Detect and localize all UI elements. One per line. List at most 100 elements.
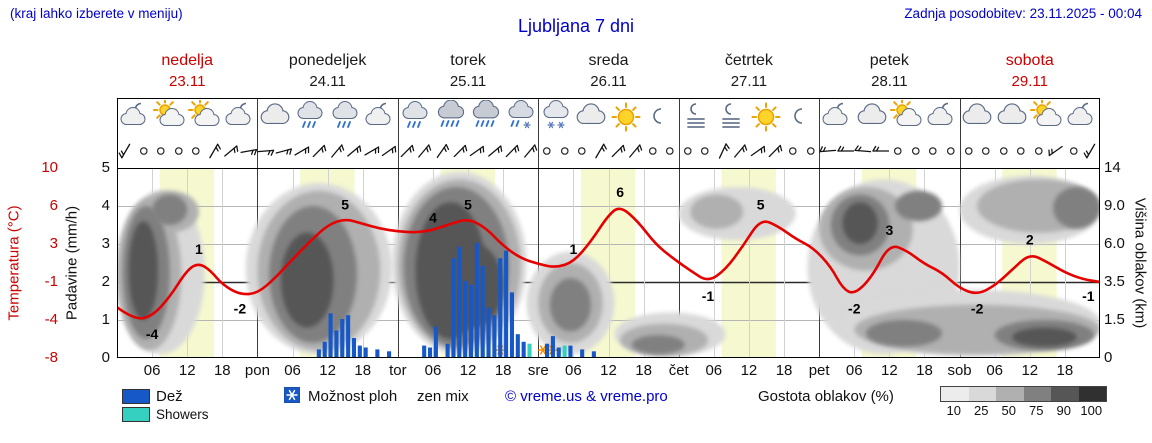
weather-icon-partly-sunny <box>152 100 187 136</box>
cloud-height-tick: 1.5 <box>1104 311 1125 328</box>
density-tick: 25 <box>974 403 989 418</box>
density-cell-10 <box>941 387 969 401</box>
wind-calm-symbol <box>170 138 188 164</box>
cloud-height-tick: 6.0 <box>1104 235 1125 252</box>
wind-calm-symbol <box>1065 138 1083 164</box>
weather-icon-fog-moon <box>714 100 749 136</box>
wind-barb-symbol <box>714 138 732 164</box>
weather-icon-cloud-moon <box>1065 100 1100 136</box>
wind-barb-symbol <box>451 138 469 164</box>
wind-barb-symbol <box>1047 138 1065 164</box>
density-cell-50 <box>996 387 1024 401</box>
x-tick-day: čet <box>668 362 689 379</box>
wind-barb-symbol <box>486 138 504 164</box>
weather-icon-partly-sunny <box>889 100 924 136</box>
temp-tick: -1 <box>44 273 58 290</box>
day-date: 23.11 <box>168 73 206 90</box>
wind-calm-symbol <box>573 138 591 164</box>
temp-tick: -4 <box>44 311 58 328</box>
weather-icon-sunny <box>609 100 644 136</box>
weather-icon-cloud-moon <box>363 100 398 136</box>
weather-icon-cloud-moon <box>924 100 959 136</box>
wind-barb-symbol <box>415 138 433 164</box>
wind-calm-symbol <box>644 138 662 164</box>
weather-icon-heavy-rain <box>468 100 503 136</box>
x-tick-hour: 18 <box>775 362 793 379</box>
day-header: petek 28.11 <box>819 52 959 90</box>
precip-axis-label: Padavine (mm/h) <box>63 205 81 321</box>
weather-icon-moon <box>784 100 819 136</box>
page-title: Ljubljana 7 dni <box>517 16 635 36</box>
weather-icon-rain <box>293 100 328 136</box>
weather-icon-partly-sunny <box>1030 100 1065 136</box>
weather-icon-sunny <box>749 100 784 136</box>
showers-swatch <box>122 407 150 422</box>
wind-barb-symbol <box>521 138 539 164</box>
x-tick-hour: 18 <box>635 362 652 379</box>
day-header: sobota 29.11 <box>960 52 1100 90</box>
day-name: sreda <box>588 52 629 69</box>
density-tick: 50 <box>1001 403 1016 418</box>
x-tick-hour: 06 <box>705 362 723 379</box>
wind-barb-symbol <box>591 138 609 164</box>
wind-barb-symbol <box>328 138 346 164</box>
weather-icon-heavy-rain <box>433 100 468 136</box>
x-tick-day: sob <box>947 362 972 379</box>
wind-calm-symbol <box>784 138 802 164</box>
wind-calm-symbol <box>960 138 978 164</box>
wind-barb-symbol <box>240 138 258 164</box>
day-name: ponedeljek <box>288 52 367 69</box>
density-cell-25 <box>968 387 996 401</box>
weather-icon-rain <box>328 100 363 136</box>
x-tick-hour: 18 <box>354 362 372 379</box>
wind-calm-symbol <box>889 138 907 164</box>
wind-barb-symbol <box>854 138 872 164</box>
x-tick-day: pet <box>808 362 830 379</box>
shower-chance-icon <box>284 387 300 408</box>
x-tick-hour: 18 <box>1056 362 1074 379</box>
wind-barb-symbol <box>310 138 328 164</box>
precip-tick: 3 <box>101 235 110 252</box>
day-header: četrtek 27.11 <box>679 52 819 90</box>
weather-icon-fog-moon <box>679 100 714 136</box>
cloud-height-tick: 14 <box>1104 159 1121 176</box>
weather-icon-cloud-moon <box>222 100 257 136</box>
cloud-height-axis-label: Višina oblakov (km) <box>1131 197 1149 329</box>
x-tick-hour: 12 <box>459 362 477 379</box>
day-header: ponedeljek 24.11 <box>257 52 397 90</box>
legend-cloud-density-label: Gostota oblakov (%) <box>758 388 894 405</box>
copyright-link[interactable]: © vreme.us & vreme.pro <box>505 388 668 405</box>
day-date: 26.11 <box>590 73 627 90</box>
wind-barb-symbol <box>1082 138 1100 164</box>
day-name: sobota <box>1005 52 1054 69</box>
legend-chance-label: Možnost ploh <box>308 388 398 405</box>
x-tick-hour: 12 <box>881 362 898 379</box>
x-tick-hour: 18 <box>494 362 512 379</box>
density-tick: 90 <box>1056 403 1071 418</box>
wind-calm-symbol <box>1012 138 1030 164</box>
wind-barb-symbol <box>626 138 644 164</box>
temp-tick: -8 <box>44 349 58 366</box>
wind-calm-symbol <box>135 138 153 164</box>
last-update: Zadnja posodobitev: 23.11.2025 - 00:04 <box>904 6 1142 21</box>
wind-barb-symbol <box>731 138 749 164</box>
weather-icon-cloud <box>257 100 292 136</box>
wind-barb-symbol <box>205 138 223 164</box>
wind-barb-symbol <box>609 138 627 164</box>
precip-tick: 0 <box>101 349 110 366</box>
weather-icon-sleet <box>503 100 538 136</box>
day-name: petek <box>869 52 909 69</box>
precip-tick: 2 <box>101 273 110 290</box>
legend-showers-label: Showers <box>156 407 209 422</box>
wind-barb-symbol <box>363 138 381 164</box>
rain-swatch <box>122 389 150 404</box>
weather-icon-partly-sunny <box>187 100 222 136</box>
wind-barb-symbol <box>766 138 784 164</box>
x-tick-hour: 06 <box>565 362 582 379</box>
wind-calm-symbol <box>152 138 170 164</box>
wind-barb-symbol <box>275 138 293 164</box>
wind-calm-symbol <box>1030 138 1048 164</box>
weather-icon-rain <box>398 100 433 136</box>
temp-tick: 10 <box>41 159 58 176</box>
x-tick-hour: 12 <box>319 362 336 379</box>
